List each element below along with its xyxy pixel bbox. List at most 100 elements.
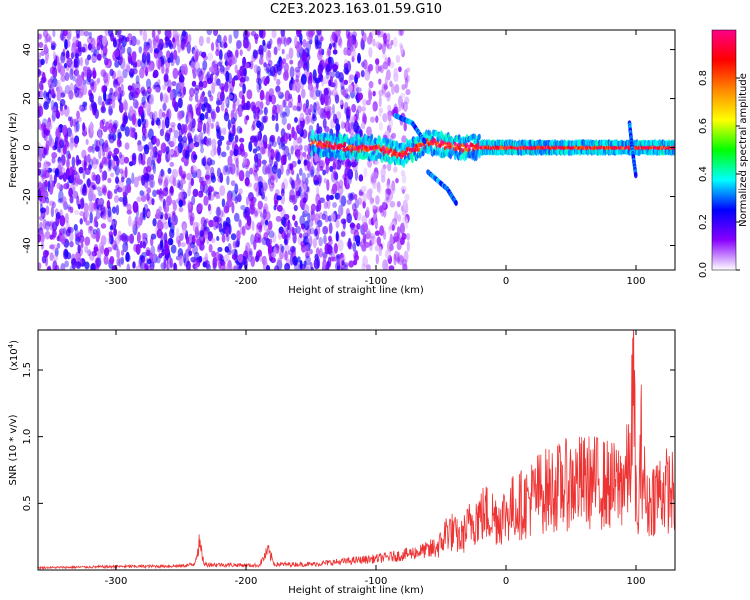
spectrogram-cell [193,141,200,148]
spectrogram-cell [150,159,156,170]
spectrogram-cell [396,106,402,112]
spectrogram-cell [176,34,180,47]
spectrogram-cell [338,71,344,83]
spectrogram-cell [118,101,124,114]
spectrogram-cell [50,100,55,111]
spectrogram-cell [51,243,58,253]
spectrogram-cell [92,184,98,191]
spectrogram-cell [159,194,164,203]
x-tick-label: -300 [105,276,128,287]
spectrogram-cell [116,30,122,36]
spectrogram-cell [150,266,154,270]
spectrogram-cell [328,43,333,50]
spectrogram-cell [79,56,83,67]
spectrogram-cell [335,231,339,242]
spectrogram-cell [335,219,340,229]
spectrogram-cell [199,50,203,57]
spectrogram-cell [249,204,256,215]
spectrogram-cell [327,256,332,268]
spectrogram-cell [40,89,44,100]
spectrogram-cell [38,41,44,49]
spectrogram-cell [300,74,307,85]
spectrogram-cell [66,158,70,169]
spectrogram-cell [43,148,48,155]
spectrogram-cell [397,214,402,223]
spectrogram-cell [60,92,66,98]
spectrogram-cell [118,37,124,44]
spectrogram-cell [297,159,302,165]
spectrogram-cell [284,69,289,79]
spectrogram-cell [190,61,196,70]
spectrogram-cell [304,106,310,116]
spectrogram-cell [283,132,288,145]
spectrogram-cell [89,121,94,134]
spectrogram-cell [139,260,146,270]
spectrogram-cell [254,36,258,45]
spectrogram-cell [91,99,95,110]
spectrogram-cell [82,122,86,132]
spectrogram-cell [74,209,80,216]
spectrogram-cell [89,158,93,169]
spectrogram-cell [182,135,188,144]
spectrogram-cell [43,90,48,99]
spectrogram-cell [380,175,386,183]
spectrogram-cell [40,58,45,66]
spectrogram-cell [44,250,50,257]
spectrogram-cell [220,228,225,236]
spectrogram-cell [378,95,382,108]
spectrogram-cell [87,54,92,61]
spectrogram-cell [245,115,250,121]
spectrogram-cell [219,91,225,102]
spectrogram-cell [354,234,361,243]
spectrogram-cell [355,212,362,221]
spectrogram-cell [146,258,152,265]
spectrogram-cell [239,137,245,143]
spectrogram-cell [375,30,381,36]
spectrogram-cell [98,148,102,160]
spectrogram-cell [375,115,379,123]
spectrogram-cell [354,193,358,201]
spectrogram-cell [393,72,399,82]
spectrogram-cell [222,127,227,136]
spectrogram-cell [306,60,310,72]
spectrogram-cell [146,249,151,257]
spectrogram-cell [55,127,61,139]
spectrogram-cell [180,179,187,185]
spectrogram-cell [194,84,200,92]
spectrogram-cell [231,248,237,256]
spectrogram-cell [123,98,128,111]
spectrogram-cell [101,184,107,193]
spectrogram-cell [159,221,164,230]
spectrogram-cell [243,39,250,49]
spectrogram-cell [284,105,290,118]
spectrogram-cell [250,30,257,37]
spectrogram-cell [77,40,82,53]
spectrogram-cell [170,121,176,128]
spectrogram-cell [162,92,168,105]
spectrogram-cell [258,57,264,65]
spectrogram-cell [322,253,327,263]
spectrogram-cell [343,262,349,268]
spectrogram-cell [216,167,222,178]
spectrogram-cell [340,120,345,130]
spectrogram-cell [233,265,237,270]
spectrogram-cell [304,244,310,254]
spectrogram-cell [399,255,405,263]
colorbar: 0.0 0.2 0.4 0.6 0.8 Normalized spectral ampl… [698,29,749,278]
spectrogram-cell [109,68,114,77]
spectrogram-cell [119,168,124,174]
spectrogram-cell [221,151,227,158]
spectrogram-cell [320,93,325,106]
spectrogram-cell [365,264,371,270]
spectrogram-cell [38,118,41,130]
spectrogram-cell [283,238,288,246]
spectrogram-cell [81,159,87,169]
spectrogram-cell [327,56,332,64]
spectrogram-cell [95,139,101,152]
spectrogram-cell [73,69,79,77]
spectrogram-cell [66,204,72,210]
spectrogram-cell [171,81,177,87]
spectrogram-cell [386,188,392,196]
spectrogram-cell [283,99,287,108]
spectrogram-cell [153,48,160,54]
